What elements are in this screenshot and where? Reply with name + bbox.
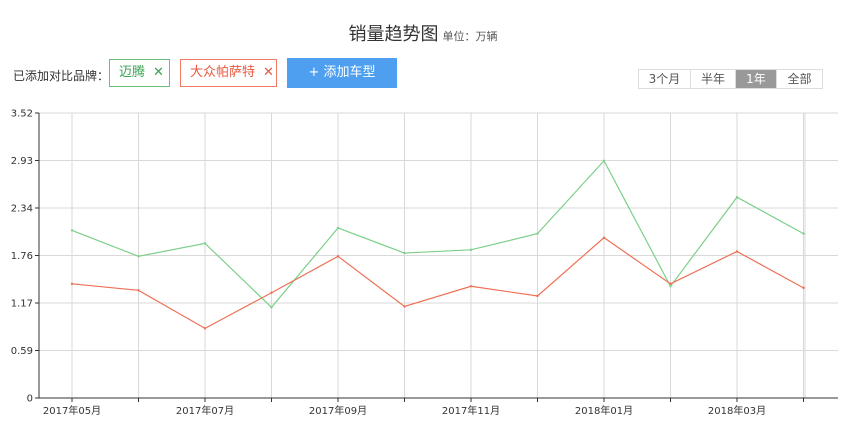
data-point xyxy=(336,226,340,230)
sales-trend-chart: 0 0.59 1.17 1.76 2.34 2.93 3.52 2017年05月 2017年07… xyxy=(11,109,838,417)
data-point xyxy=(802,286,805,290)
brand-tag-maiteng: 迈腾 ✕ xyxy=(109,59,170,87)
data-point xyxy=(469,248,473,252)
x-tick-label: 2017年11月 xyxy=(442,404,500,417)
data-point xyxy=(536,294,539,298)
close-icon[interactable]: ✕ xyxy=(153,65,164,80)
y-tick-label: 1.17 xyxy=(11,299,33,310)
data-point xyxy=(70,282,74,286)
range-all[interactable]: 全部 xyxy=(777,70,822,88)
range-3-months[interactable]: 3个月 xyxy=(639,70,691,88)
range-half-year[interactable]: 半年 xyxy=(691,70,736,88)
data-point xyxy=(137,289,140,292)
y-tick-label: 3.52 xyxy=(11,109,33,120)
data-point xyxy=(403,305,406,308)
time-range-selector: 3个月 半年 1年 全部 xyxy=(638,69,823,89)
data-point xyxy=(602,236,606,239)
data-point xyxy=(137,255,140,258)
x-tick-label: 2018年03月 xyxy=(708,404,766,417)
x-tick-label: 2017年09月 xyxy=(309,404,367,417)
series-line-1 xyxy=(71,236,804,330)
data-point xyxy=(735,196,739,199)
y-tick-label: 1.76 xyxy=(11,251,33,262)
data-point xyxy=(203,327,207,330)
series-line-0 xyxy=(71,159,804,309)
x-tick-label: 2017年07月 xyxy=(176,404,234,417)
x-tick-label: 2017年05月 xyxy=(43,404,101,417)
compare-brands-label: 已添加对比品牌： xyxy=(13,69,110,83)
data-point xyxy=(70,229,74,232)
data-point xyxy=(270,306,273,309)
data-point xyxy=(602,159,606,162)
brand-tag-passat: 大众帕萨特 ✕ xyxy=(180,59,277,87)
range-1-year[interactable]: 1年 xyxy=(736,70,777,88)
brand-name: 迈腾 xyxy=(119,65,146,80)
data-point xyxy=(669,285,672,288)
add-model-button[interactable]: + 添加车型 xyxy=(287,58,397,88)
y-tick-label: 2.93 xyxy=(11,156,33,167)
data-point xyxy=(270,291,273,294)
chart-title: 销量趋势图 xyxy=(348,24,439,45)
y-tick-label: 0.59 xyxy=(11,346,33,357)
x-tick-label: 2018年01月 xyxy=(575,404,633,417)
brand-name: 大众帕萨特 xyxy=(190,65,256,80)
close-icon[interactable]: ✕ xyxy=(263,65,274,80)
data-point xyxy=(536,232,539,235)
data-point xyxy=(802,232,805,235)
y-tick-label: 2.34 xyxy=(11,204,33,215)
data-point xyxy=(203,242,207,245)
data-point xyxy=(469,285,473,288)
unit-label: 单位：万辆 xyxy=(442,30,498,43)
data-point xyxy=(336,255,340,258)
data-point xyxy=(403,251,406,255)
data-point xyxy=(669,282,672,286)
data-point xyxy=(735,250,739,253)
y-tick-label: 0 xyxy=(27,394,33,405)
chart-title-area: 销量趋势图 单位：万辆 xyxy=(0,20,846,46)
